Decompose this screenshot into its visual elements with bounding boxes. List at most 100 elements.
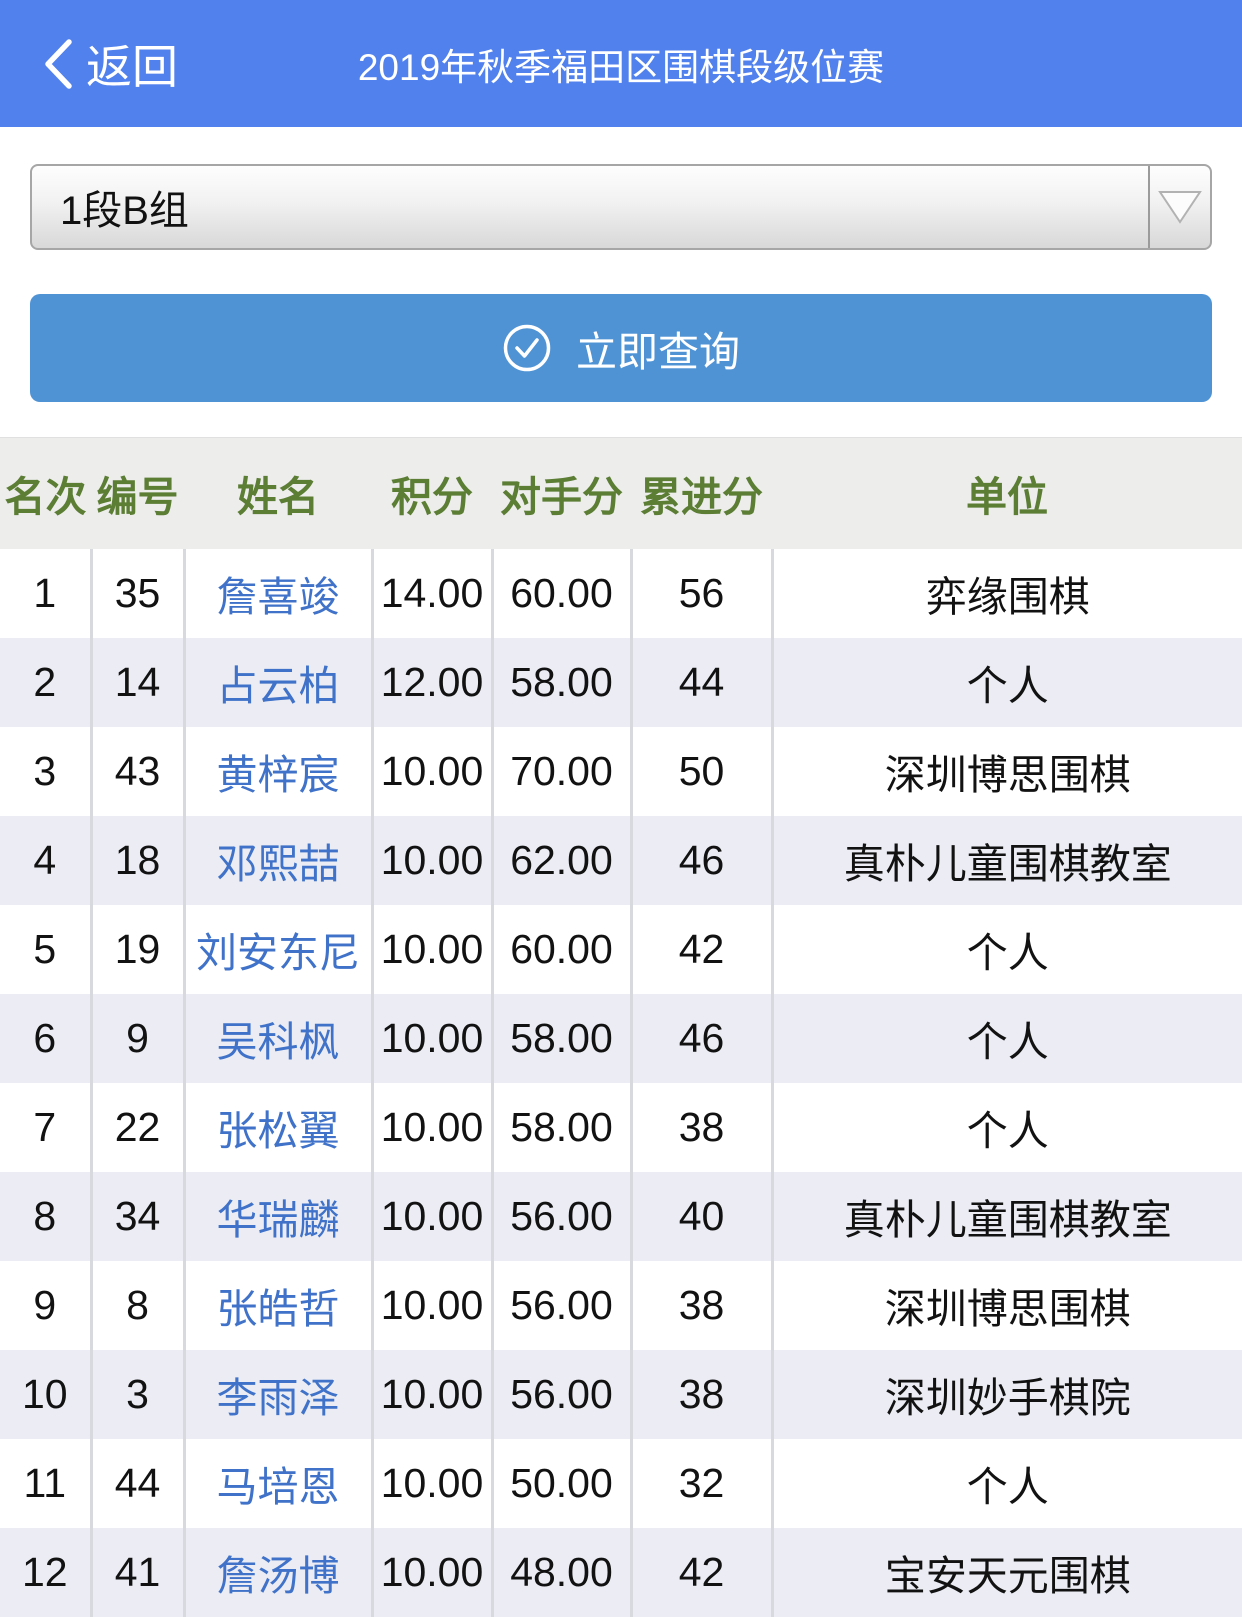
table-row: 5 19 刘安东尼 10.00 60.00 42 个人 — [0, 904, 1242, 994]
results-table-body: 1 35 詹喜竣 14.00 60.00 56 弈缘围棋 2 14 占云柏 12.00 58.00 44… — [0, 548, 1242, 1617]
name-cell[interactable]: 詹喜竣 — [182, 548, 372, 638]
dropdown-arrow-icon — [1158, 191, 1202, 224]
number-cell: 9 — [89, 993, 184, 1083]
number-cell: 19 — [89, 904, 184, 994]
top-bar: 返回 2019年秋季福田区围棋段级位赛 — [0, 0, 1242, 127]
progressive-score-cell: 38 — [629, 1349, 772, 1439]
name-cell[interactable]: 张皓哲 — [182, 1260, 372, 1350]
number-cell: 43 — [89, 726, 184, 816]
unit-cell: 深圳博思围棋 — [770, 726, 1242, 816]
name-cell[interactable]: 华瑞麟 — [182, 1171, 372, 1261]
number-cell: 18 — [89, 815, 184, 905]
progressive-score-cell: 32 — [629, 1438, 772, 1528]
table-row: 11 44 马培恩 10.00 50.00 32 个人 — [0, 1438, 1242, 1528]
points-cell: 10.00 — [370, 1171, 492, 1261]
name-cell[interactable]: 刘安东尼 — [182, 904, 372, 994]
opponent-score-cell: 56.00 — [490, 1171, 631, 1261]
rank-cell: 3 — [33, 747, 57, 794]
unit-cell: 个人 — [770, 904, 1242, 994]
name-cell[interactable]: 李雨泽 — [182, 1349, 372, 1439]
column-header-rank: 名次 — [4, 474, 87, 521]
table-row: 3 43 黄梓宸 10.00 70.00 50 深圳博思围棋 — [0, 726, 1242, 816]
opponent-score-cell: 48.00 — [490, 1527, 631, 1617]
number-cell: 3 — [89, 1349, 184, 1439]
table-row: 1 35 詹喜竣 14.00 60.00 56 弈缘围棋 — [0, 548, 1242, 638]
progressive-score-cell: 42 — [629, 1527, 772, 1617]
group-select-arrow-panel[interactable] — [1148, 166, 1210, 248]
number-cell: 41 — [89, 1527, 184, 1617]
unit-cell: 真朴儿童围棋教室 — [770, 1171, 1242, 1261]
back-button[interactable]: 返回 — [44, 0, 178, 127]
table-row: 6 9 吴科枫 10.00 58.00 46 个人 — [0, 993, 1242, 1083]
rank-cell: 4 — [33, 836, 57, 883]
column-header-points: 积分 — [391, 474, 473, 521]
opponent-score-cell: 70.00 — [490, 726, 631, 816]
rank-cell: 10 — [21, 1370, 68, 1417]
unit-cell: 个人 — [770, 637, 1242, 727]
number-cell: 8 — [89, 1260, 184, 1350]
opponent-score-cell: 62.00 — [490, 815, 631, 905]
page-title: 2019年秋季福田区围棋段级位赛 — [357, 46, 885, 88]
points-cell: 12.00 — [370, 637, 492, 727]
unit-cell: 深圳博思围棋 — [770, 1260, 1242, 1350]
query-button[interactable]: 立即查询 — [30, 294, 1212, 402]
points-cell: 10.00 — [370, 1527, 492, 1617]
table-row: 2 14 占云柏 12.00 58.00 44 个人 — [0, 637, 1242, 727]
number-cell: 35 — [89, 548, 184, 638]
points-cell: 10.00 — [370, 815, 492, 905]
circle-check-icon — [503, 324, 551, 372]
rank-cell: 7 — [33, 1103, 57, 1150]
unit-cell: 个人 — [770, 1082, 1242, 1172]
opponent-score-cell: 56.00 — [490, 1260, 631, 1350]
progressive-score-cell: 38 — [629, 1082, 772, 1172]
number-cell: 44 — [89, 1438, 184, 1528]
group-select-value: 1段B组 — [60, 189, 189, 233]
rank-cell: 6 — [33, 1014, 57, 1061]
name-cell[interactable]: 张松翼 — [182, 1082, 372, 1172]
table-row: 4 18 邓熙喆 10.00 62.00 46 真朴儿童围棋教室 — [0, 815, 1242, 905]
unit-cell: 深圳妙手棋院 — [770, 1349, 1242, 1439]
group-select[interactable]: 1段B组 — [30, 164, 1212, 250]
opponent-score-cell: 58.00 — [490, 1082, 631, 1172]
points-cell: 10.00 — [370, 1260, 492, 1350]
query-button-label: 立即查询 — [576, 329, 740, 375]
rank-cell: 9 — [33, 1281, 57, 1328]
table-row: 9 8 张皓哲 10.00 56.00 38 深圳博思围棋 — [0, 1260, 1242, 1350]
unit-cell: 个人 — [770, 1438, 1242, 1528]
number-cell: 22 — [89, 1082, 184, 1172]
opponent-score-cell: 50.00 — [490, 1438, 631, 1528]
points-cell: 10.00 — [370, 1082, 492, 1172]
name-cell[interactable]: 占云柏 — [182, 637, 372, 727]
progressive-score-cell: 42 — [629, 904, 772, 994]
opponent-score-cell: 60.00 — [490, 904, 631, 994]
back-chevron-icon — [45, 38, 72, 89]
name-cell[interactable]: 吴科枫 — [182, 993, 372, 1083]
rank-cell: 12 — [21, 1548, 68, 1595]
points-cell: 10.00 — [370, 1438, 492, 1528]
name-cell[interactable]: 黄梓宸 — [182, 726, 372, 816]
opponent-score-cell: 58.00 — [490, 993, 631, 1083]
table-row: 7 22 张松翼 10.00 58.00 38 个人 — [0, 1082, 1242, 1172]
results-table-head-row: 名次 编号 姓名 积分 对手分 累进分 单位 — [0, 437, 1242, 549]
column-header-progressive-score: 累进分 — [640, 474, 763, 521]
name-cell[interactable]: 邓熙喆 — [182, 815, 372, 905]
column-header-name: 姓名 — [237, 474, 319, 521]
table-row: 8 34 华瑞麟 10.00 56.00 40 真朴儿童围棋教室 — [0, 1171, 1242, 1261]
column-header-opponent-score: 对手分 — [500, 474, 623, 521]
rank-cell: 2 — [33, 658, 57, 705]
progressive-score-cell: 38 — [629, 1260, 772, 1350]
name-cell[interactable]: 詹汤博 — [182, 1527, 372, 1617]
rank-cell: 1 — [33, 569, 57, 616]
rank-cell: 5 — [33, 925, 57, 972]
column-header-unit: 单位 — [966, 474, 1048, 521]
progressive-score-cell: 50 — [629, 726, 772, 816]
progressive-score-cell: 44 — [629, 637, 772, 727]
rank-cell: 8 — [33, 1192, 57, 1239]
opponent-score-cell: 58.00 — [490, 637, 631, 727]
progressive-score-cell: 46 — [629, 993, 772, 1083]
opponent-score-cell: 56.00 — [490, 1349, 631, 1439]
points-cell: 14.00 — [370, 548, 492, 638]
progressive-score-cell: 40 — [629, 1171, 772, 1261]
rank-cell: 11 — [23, 1459, 67, 1506]
name-cell[interactable]: 马培恩 — [182, 1438, 372, 1528]
